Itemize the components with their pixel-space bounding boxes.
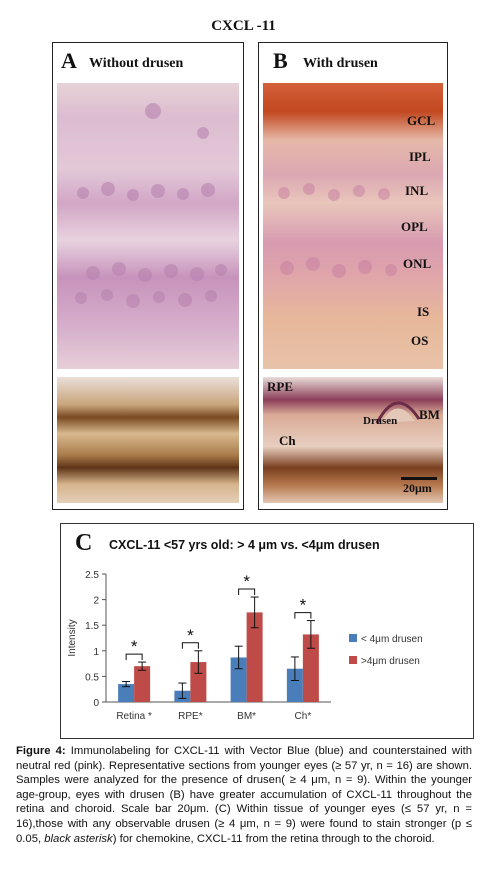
layer-label-inl: INL [405, 183, 429, 198]
bar-small-drusen [286, 668, 303, 702]
y-axis-label: Intensity [67, 619, 78, 656]
legend-label: < 4μm drusen [361, 634, 423, 645]
layer-label-onl: ONL [403, 256, 432, 271]
bar-large-drusen [302, 634, 319, 702]
bar-large-drusen [190, 662, 207, 702]
x-tick-label: BM* [237, 711, 256, 722]
scale-bar-label: 20μm [403, 481, 432, 495]
figure-caption: Figure 4: Immunolabeling for CXCL-11 wit… [16, 744, 472, 846]
y-tick-label: 2.5 [85, 570, 99, 581]
panel-a-label: Without drusen [89, 56, 184, 71]
layer-label-os: OS [411, 333, 429, 348]
x-tick-label: RPE* [178, 711, 203, 722]
layer-label-gcl: GCL [407, 113, 436, 128]
caption-label: Figure 4: [16, 745, 66, 757]
y-tick-label: 1 [93, 647, 99, 658]
significance-bracket [181, 642, 199, 649]
significance-asterisk: * [131, 637, 138, 656]
chart-title: CXCL-11 <57 yrs old: > 4 μm vs. <4μm dru… [109, 538, 380, 552]
bar-large-drusen [246, 612, 263, 702]
significance-bracket [294, 612, 312, 619]
figure-title: CXCL -11 [211, 18, 276, 34]
y-tick-label: 0.5 [85, 672, 99, 683]
panel-b-letter: B [273, 48, 288, 73]
panel-a-micrograph [57, 83, 239, 503]
panel-b: B With drusen GCL IPL INL OPL ONL IS OS … [258, 42, 448, 510]
scale-bar [401, 477, 437, 480]
panel-c: C CXCL-11 <57 yrs old: > 4 μm vs. <4μm d… [60, 523, 474, 739]
bar-small-drusen [118, 684, 135, 702]
caption-italic: black asterisk [44, 832, 113, 845]
significance-asterisk: * [300, 596, 307, 615]
significance-bracket [238, 588, 256, 596]
x-tick-label: Retina * [116, 711, 152, 722]
layer-label-is: IS [417, 304, 430, 319]
bar-chart: CXCL-11 <57 yrs old: > 4 μm vs. <4μm dru… [67, 538, 423, 722]
y-tick-label: 2 [93, 596, 99, 607]
bar-large-drusen [134, 666, 151, 702]
label-drusen: Drusen [363, 415, 398, 427]
panel-c-letter: C [75, 530, 93, 556]
legend-label: >4μm drusen [361, 656, 420, 667]
panel-b-micrograph [263, 83, 443, 503]
caption-text-2: ) for chemokine, CXCL-11 from the retina… [112, 832, 435, 845]
x-tick-label: Ch* [295, 711, 312, 722]
y-tick-label: 1.5 [85, 621, 99, 632]
significance-asterisk: * [187, 626, 194, 645]
y-tick-label: 0 [93, 698, 99, 709]
label-rpe: RPE [267, 379, 293, 394]
panel-a: A Without drusen [52, 42, 244, 510]
layer-label-ipl: IPL [409, 149, 431, 164]
panel-a-letter: A [61, 48, 77, 73]
legend-swatch [349, 656, 357, 664]
label-bm: BM [419, 407, 440, 422]
legend-swatch [349, 634, 357, 642]
caption-text-1: Immunolabeling for CXCL-11 with Vector B… [16, 745, 473, 845]
label-ch: Ch [279, 433, 296, 448]
panel-b-label: With drusen [303, 56, 378, 71]
layer-label-opl: OPL [401, 219, 428, 234]
significance-asterisk: * [243, 572, 250, 591]
significance-bracket [125, 653, 143, 661]
